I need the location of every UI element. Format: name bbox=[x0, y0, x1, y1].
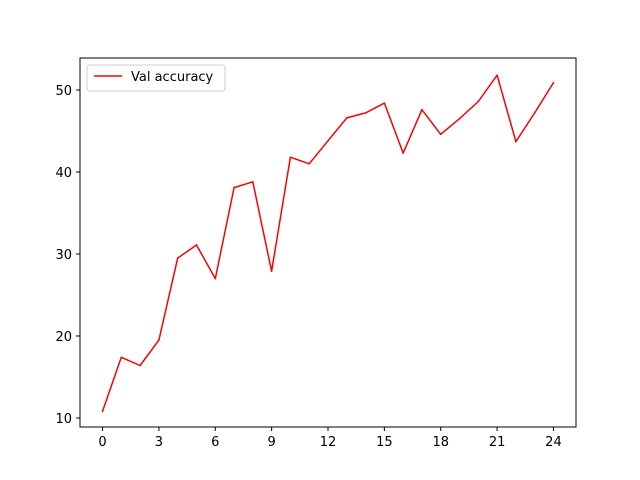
legend-label: Val accuracy bbox=[131, 70, 214, 85]
data-point bbox=[233, 186, 235, 189]
legend-box bbox=[86, 64, 226, 92]
data-point bbox=[458, 117, 461, 120]
y-tick-label: 50 bbox=[55, 84, 72, 99]
data-point bbox=[327, 140, 329, 142]
data-point bbox=[176, 257, 179, 259]
x-tick-label: 0 bbox=[98, 435, 106, 450]
x-tick-label: 12 bbox=[320, 435, 337, 450]
data-point bbox=[195, 244, 198, 246]
plot-area bbox=[80, 58, 576, 427]
data-point bbox=[252, 181, 254, 183]
data-point bbox=[345, 117, 348, 119]
x-tick-label: 6 bbox=[211, 435, 219, 450]
y-axis-ticks: 10 20 30 40 50 bbox=[55, 84, 80, 427]
data-point bbox=[496, 74, 498, 77]
data-point bbox=[515, 140, 517, 143]
data-point bbox=[533, 112, 536, 114]
data-point bbox=[120, 356, 123, 359]
x-tick-label: 24 bbox=[545, 435, 562, 450]
y-tick-label: 40 bbox=[55, 166, 72, 181]
x-tick-label: 18 bbox=[432, 435, 449, 450]
y-tick-label: 20 bbox=[55, 330, 72, 345]
data-point bbox=[421, 108, 423, 111]
y-tick-label: 30 bbox=[55, 248, 72, 263]
data-point bbox=[270, 270, 273, 273]
data-point bbox=[139, 364, 141, 367]
plot-frame bbox=[79, 57, 577, 428]
x-axis-ticks: 0 3 6 9 12 15 18 21 24 bbox=[98, 427, 562, 450]
data-point bbox=[552, 81, 555, 84]
data-point bbox=[439, 133, 442, 136]
data-point bbox=[477, 100, 480, 103]
data-point bbox=[364, 112, 367, 114]
data-point bbox=[158, 339, 160, 341]
x-tick-label: 3 bbox=[155, 435, 163, 450]
data-point bbox=[101, 410, 104, 413]
data-point bbox=[289, 156, 292, 159]
y-tick-label: 10 bbox=[55, 412, 72, 427]
x-tick-label: 9 bbox=[267, 435, 275, 450]
x-tick-label: 15 bbox=[376, 435, 393, 450]
series-layer bbox=[101, 74, 555, 413]
data-point bbox=[308, 162, 311, 165]
data-point bbox=[383, 102, 386, 104]
data-point bbox=[214, 277, 217, 280]
legend: Val accuracy bbox=[86, 64, 226, 92]
x-tick-label: 21 bbox=[489, 435, 506, 450]
data-point bbox=[402, 152, 404, 154]
